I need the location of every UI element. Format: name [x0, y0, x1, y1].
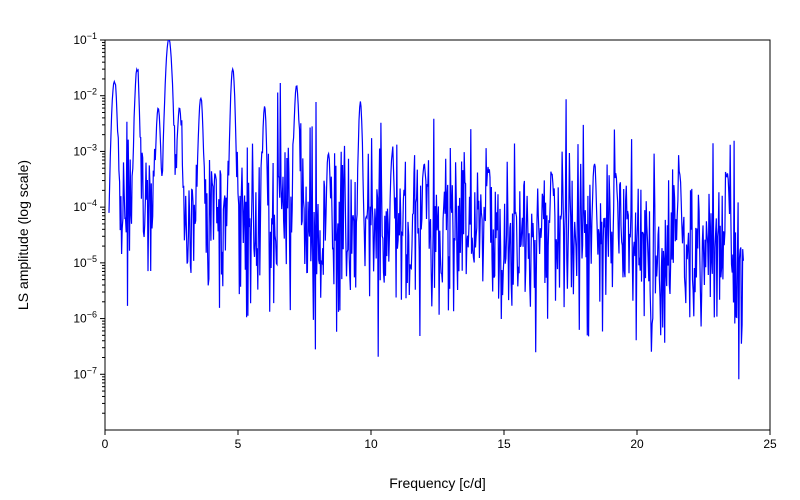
y-tick-label: 10−6 [73, 310, 97, 326]
x-tick-label: 10 [364, 437, 378, 451]
y-axis-label: LS amplitude (log scale) [15, 160, 31, 310]
y-tick-label: 10−7 [73, 365, 97, 381]
y-tick-label: 10−2 [73, 87, 97, 103]
x-tick-label: 5 [235, 437, 242, 451]
x-tick-label: 0 [102, 437, 109, 451]
y-tick-label: 10−3 [73, 142, 97, 158]
periodogram-chart: 0 5 10 15 20 25 10−7 10−6 10−5 10−4 10−3 10−2 10−1 Fr… [0, 0, 800, 500]
chart-svg: 0 5 10 15 20 25 10−7 10−6 10−5 10−4 10−3 10−2 10−1 Fr… [0, 0, 800, 500]
periodogram-line [109, 39, 743, 379]
x-tick-label: 20 [630, 437, 644, 451]
y-tick-label: 10−1 [73, 31, 97, 47]
x-tick-label: 15 [497, 437, 511, 451]
y-tick-label: 10−5 [73, 254, 97, 270]
plot-frame [105, 40, 770, 430]
x-tick-label: 25 [763, 437, 777, 451]
x-axis-label: Frequency [c/d] [389, 475, 486, 491]
y-tick-label: 10−4 [73, 198, 97, 214]
